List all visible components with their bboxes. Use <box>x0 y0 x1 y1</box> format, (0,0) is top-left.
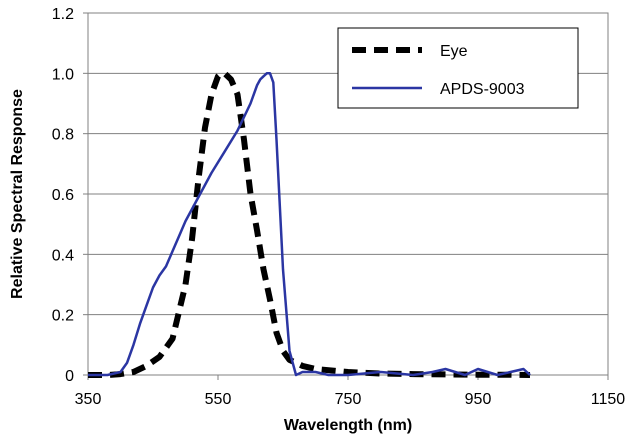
y-tick-label-2: 0.4 <box>52 247 74 264</box>
y-tick-label-0: 0 <box>65 368 74 385</box>
x-tick-label-4: 1150 <box>591 391 626 408</box>
series-line-eye <box>88 70 531 378</box>
x-tick-label-3: 950 <box>465 391 492 408</box>
y-tick-label-4: 0.8 <box>52 127 74 144</box>
y-axis-title: Relative Spectral Response <box>9 89 26 299</box>
x-tick-label-0: 350 <box>75 391 102 408</box>
y-tick-label-3: 0.6 <box>52 187 74 204</box>
x-axis-title: Wavelength (nm) <box>284 417 412 434</box>
x-tick-label-2: 750 <box>335 391 362 408</box>
legend-label-apds-9003: APDS-9003 <box>440 81 525 98</box>
legend-label-eye: Eye <box>440 43 468 60</box>
tick-labels: 0 0.2 0.4 0.6 0.8 1.0 1.2 350 550 750 950 1150 <box>52 6 626 408</box>
y-tick-label-5: 1.0 <box>52 66 74 83</box>
y-tick-label-6: 1.2 <box>52 6 74 23</box>
legend-box <box>337 27 579 109</box>
series-layer <box>88 70 531 378</box>
legend: Eye APDS-9003 <box>337 27 579 109</box>
x-tick-label-1: 550 <box>205 391 232 408</box>
series-line-apds-9003 <box>88 72 531 377</box>
y-tick-label-1: 0.2 <box>52 308 74 325</box>
